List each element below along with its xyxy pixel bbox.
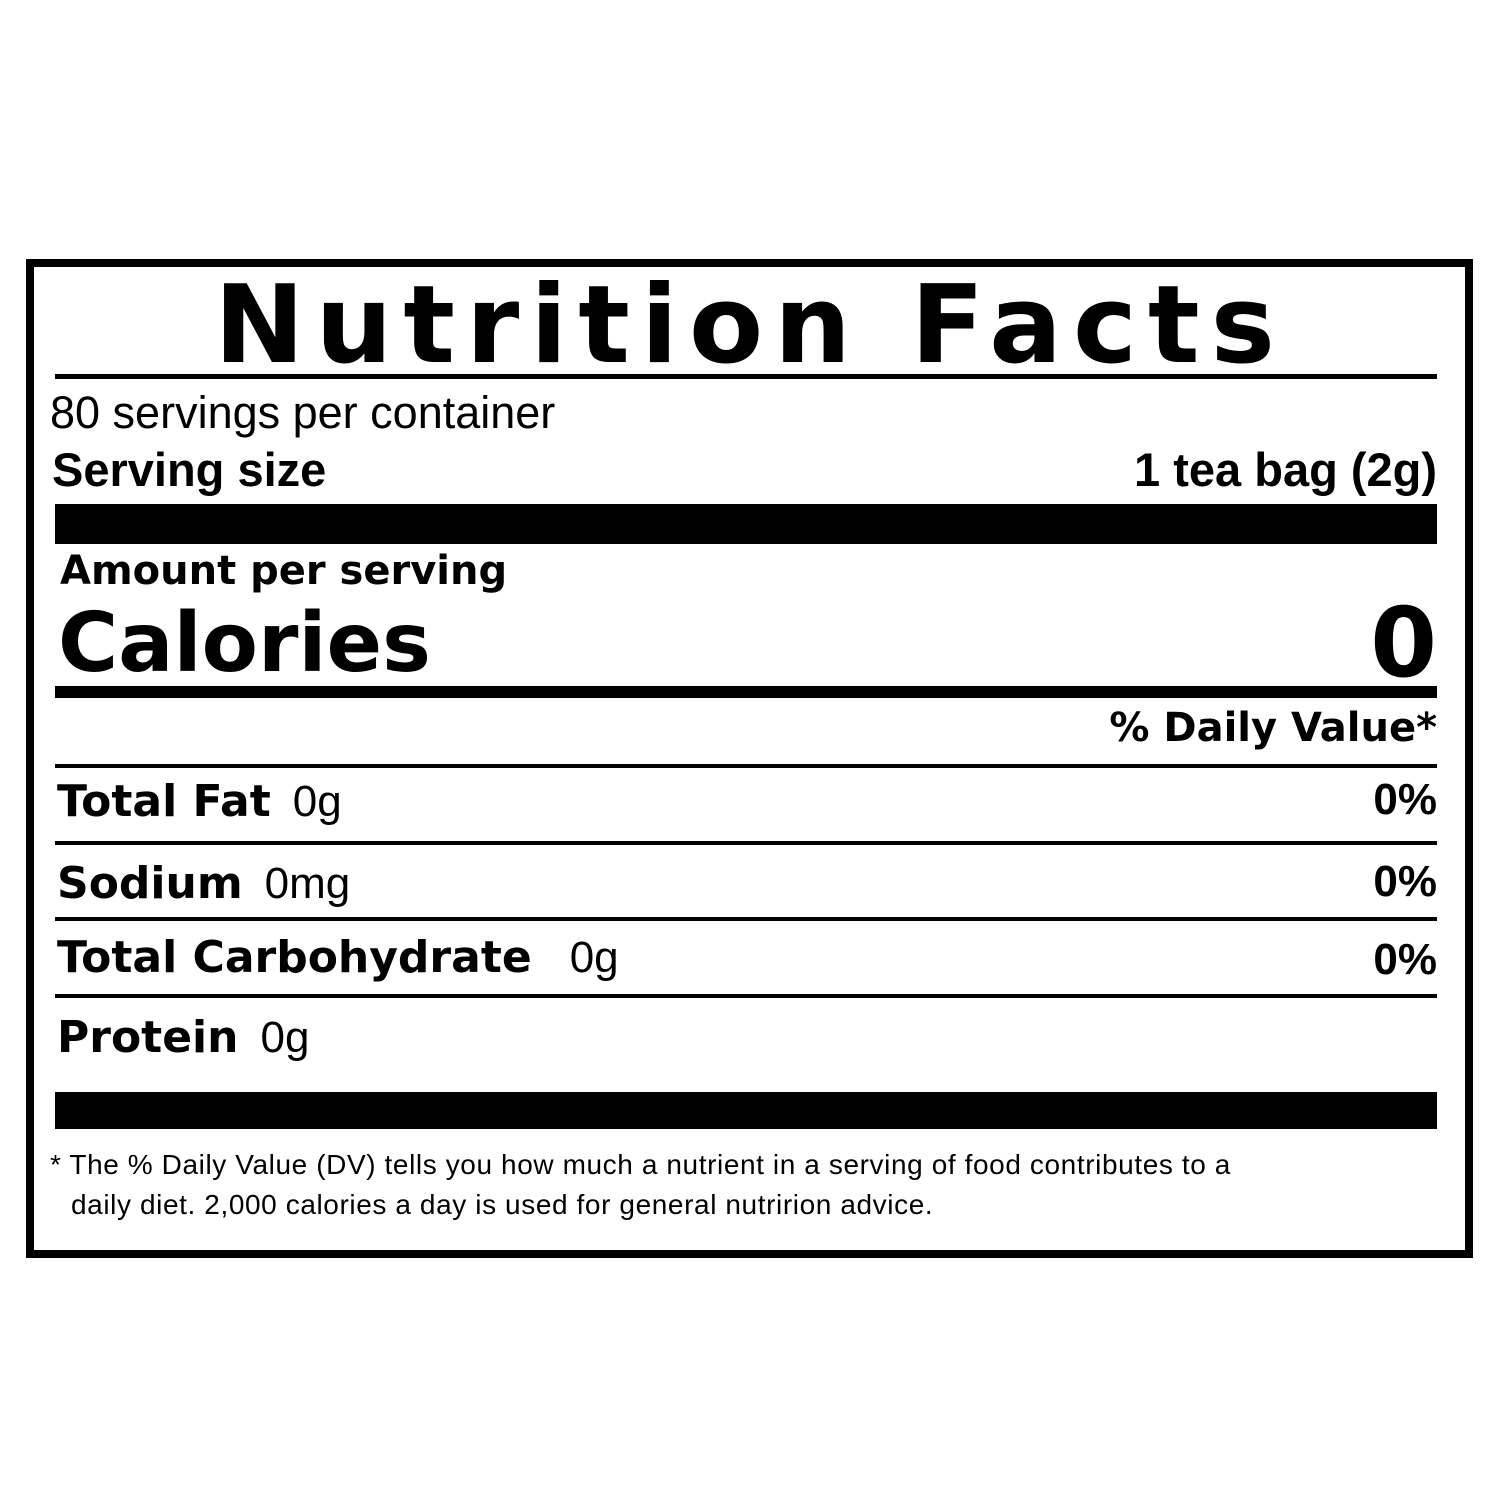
nutrition-label-border	[26, 259, 1473, 1258]
nutrient-name: Sodium	[57, 858, 243, 909]
serving-size-value: 1 tea bag (2g)	[1134, 443, 1437, 496]
amount-per-serving: Amount per serving	[60, 548, 508, 594]
nutrient-amount: 0mg	[264, 859, 351, 908]
footnote-line-1: * The % Daily Value (DV) tells you how m…	[50, 1149, 1231, 1180]
nutrient-row-sodium: Sodium 0mg	[57, 862, 350, 906]
thick-bar	[55, 504, 1437, 544]
nutrient-dv: 0%	[1373, 857, 1437, 906]
nutrient-row-total-fat: Total Fat 0g	[57, 780, 342, 824]
divider	[55, 994, 1437, 998]
footnote: * The % Daily Value (DV) tells you how m…	[50, 1145, 1450, 1225]
divider	[55, 841, 1437, 845]
divider	[55, 764, 1437, 768]
nutrient-amount: 0g	[292, 777, 342, 826]
divider	[55, 374, 1437, 379]
calories-label: Calories	[58, 596, 431, 691]
divider	[55, 917, 1437, 921]
calories-value: 0	[1370, 587, 1437, 699]
servings-per-container: 80 servings per container	[50, 387, 556, 438]
thick-bar	[55, 1092, 1437, 1129]
footnote-line-2: daily diet. 2,000 calories a day is used…	[71, 1189, 934, 1220]
nutrient-dv: 0%	[1373, 775, 1437, 824]
medium-bar	[55, 686, 1437, 698]
nutrient-dv: 0%	[1373, 935, 1437, 984]
daily-value-header: % Daily Value*	[1109, 705, 1437, 751]
nutrient-name: Total Fat	[57, 776, 271, 827]
nutrient-amount: 0g	[260, 1013, 310, 1062]
nutrient-amount: 0g	[569, 933, 619, 982]
nutrient-row-total-carbohydrate: Total Carbohydrate 0g	[57, 936, 619, 980]
label-title: Nutrition Facts	[214, 263, 1286, 388]
nutrient-name: Protein	[57, 1012, 239, 1063]
serving-size-label: Serving size	[52, 443, 327, 496]
nutrient-row-protein: Protein 0g	[57, 1016, 309, 1060]
nutrient-name: Total Carbohydrate	[57, 932, 532, 983]
